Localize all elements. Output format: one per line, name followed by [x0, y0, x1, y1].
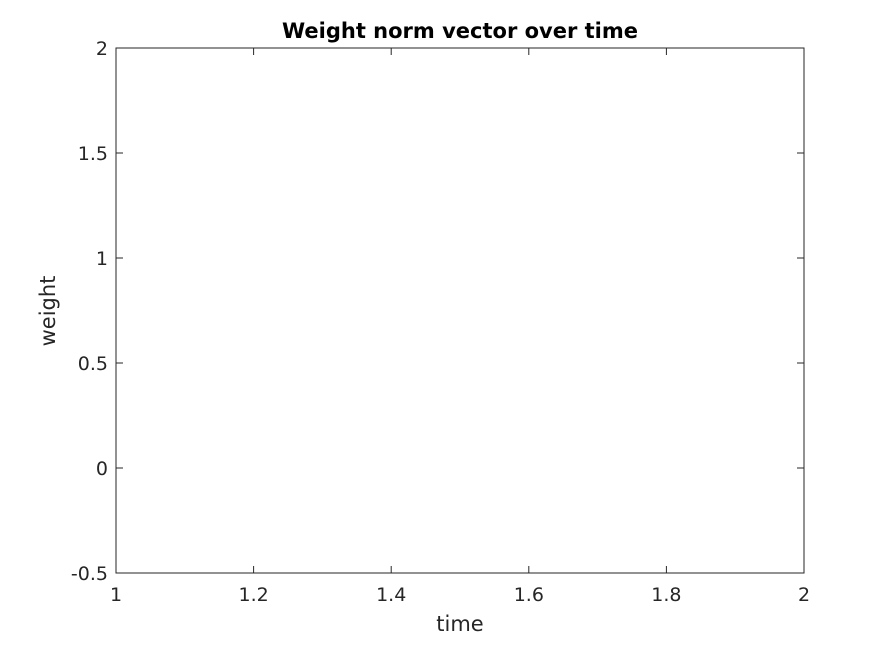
x-tick-label: 2	[798, 584, 810, 606]
x-axis-label: time	[436, 612, 483, 636]
y-tick-label: -0.5	[71, 563, 108, 585]
y-axis-ticks: -0.5 0 0.5 1 1.5 2	[71, 38, 804, 585]
y-tick-label: 1	[96, 248, 108, 270]
x-tick-label: 1	[110, 584, 122, 606]
plot-area	[115, 47, 805, 574]
x-tick-label: 1.4	[376, 584, 406, 606]
x-axis-ticks: 1 1.2 1.4 1.6 1.8 2	[110, 48, 810, 606]
y-tick-label: 2	[96, 38, 108, 60]
y-axis-label: weight	[36, 276, 60, 347]
y-tick-label: 0.5	[78, 353, 108, 375]
chart-title: Weight norm vector over time	[282, 19, 638, 43]
y-tick-label: 1.5	[78, 143, 108, 165]
x-tick-label: 1.6	[514, 584, 544, 606]
x-tick-label: 1.8	[651, 584, 681, 606]
y-tick-label: 0	[96, 458, 108, 480]
x-tick-label: 1.2	[238, 584, 268, 606]
